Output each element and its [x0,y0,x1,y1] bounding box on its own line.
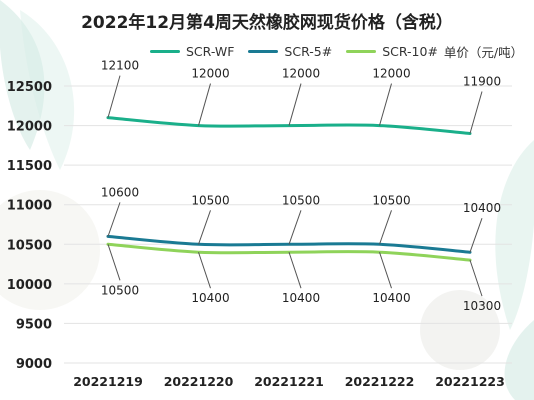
data-labels: 12100 12000 12000 12000 11900 10600 10500 10500… [101,59,501,313]
label-leader [379,252,392,289]
data-label: 10500 [101,283,139,297]
legend-item-scr-wf: SCR-WF [150,44,234,59]
y-tick-label: 11000 [7,199,52,214]
label-leader [288,210,302,245]
x-tick-label: 20221220 [164,374,234,389]
y-tick-label: 12500 [7,80,52,95]
label-leader [379,83,392,126]
data-label: 10500 [282,193,320,207]
legend-swatch-scr-wf [150,50,180,53]
label-leader [469,218,483,253]
label-leader [198,210,211,245]
label-leader [198,83,211,126]
grid [64,85,512,364]
label-leader [107,244,121,281]
legend-label-scr-5: SCR-5# [284,44,333,59]
y-tick-label: 12000 [7,120,52,135]
legend-label-scr-10: SCR-10# [382,44,438,59]
data-label: 12000 [372,67,410,81]
y-axis: 9000 9500 10000 10500 11000 11500 12000 12500 [7,80,52,372]
legend: SCR-WF SCR-5# SCR-10# 单价（元/吨） [150,42,523,61]
x-tick-label: 20221221 [254,374,324,389]
data-label: 10500 [372,193,410,207]
label-leader [107,202,121,237]
legend-swatch-scr-5 [248,50,279,53]
chart-title: 2022年12月第4周天然橡胶网现货价格（含税） [81,13,453,33]
legend-label-scr-wf: SCR-WF [186,44,235,59]
label-leader [379,210,392,245]
data-label: 12000 [191,67,229,81]
legend-swatch-scr-10 [346,50,377,53]
y-tick-label: 9500 [16,317,52,332]
y-tick-label: 10000 [7,278,52,293]
legend-item-scr-5: SCR-5# [248,44,332,59]
label-leader [288,252,302,289]
data-label: 10400 [282,291,320,305]
data-label: 10400 [372,291,410,305]
legend-item-scr-10: SCR-10# 单价（元/吨） [346,42,523,61]
label-leader [469,259,483,297]
y-tick-label: 9000 [16,357,52,372]
data-label: 10600 [101,185,139,199]
series-line [106,234,472,254]
legend-unit-label: 单价（元/吨） [443,45,524,60]
x-axis: 20221219 20221220 20221221 20221222 20221223 [73,374,505,389]
x-tick-label: 20221222 [345,374,415,389]
data-label: 11900 [463,74,501,88]
label-leader [288,83,302,126]
label-leader [198,252,211,289]
data-label: 10400 [463,201,501,215]
series-layer [106,116,472,262]
y-tick-label: 11500 [7,159,52,174]
data-label: 10400 [191,291,229,305]
label-leader [469,91,483,134]
data-label: 12000 [282,67,320,81]
data-label: 10500 [191,193,229,207]
x-tick-label: 20221219 [73,374,143,389]
y-tick-label: 10500 [7,238,52,253]
data-label: 12100 [101,59,139,73]
x-tick-label: 20221223 [435,374,505,389]
data-label: 10300 [463,299,501,313]
label-leader [107,75,121,118]
